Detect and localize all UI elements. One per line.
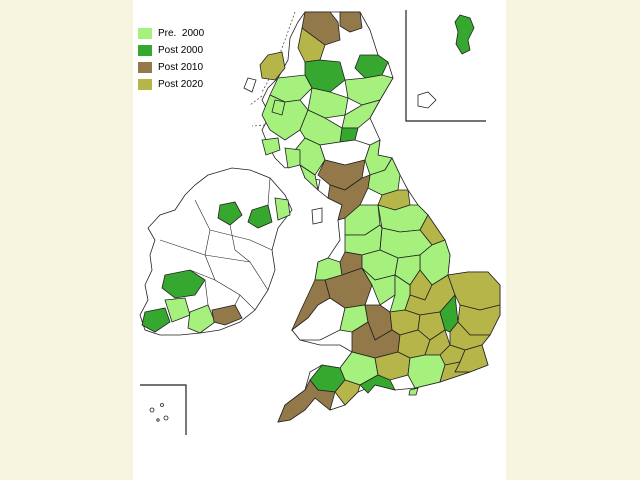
region-dumfries bbox=[299, 163, 319, 192]
county-boundaries bbox=[159, 177, 383, 311]
legend-swatch bbox=[138, 28, 152, 39]
map-legend: Pre. 2000 Post 2000 Post 2010 Post 2020 bbox=[138, 26, 230, 94]
region-clare bbox=[141, 307, 171, 333]
region-orkney-north bbox=[339, 11, 363, 33]
legend-swatch bbox=[138, 45, 152, 56]
region-arran-kintyre bbox=[284, 147, 301, 169]
region-isle-of-man bbox=[311, 207, 323, 225]
legend-label: Post 2020 bbox=[158, 79, 204, 90]
region-cork bbox=[187, 304, 216, 334]
region-devon-south bbox=[334, 379, 361, 406]
region-lewis bbox=[259, 51, 286, 81]
region-orkney-inset bbox=[417, 91, 437, 109]
legend-item-post2010: Post 2010 bbox=[138, 60, 230, 75]
legend-item-post2000: Post 2000 bbox=[138, 43, 230, 58]
legend-label: Post 2000 bbox=[158, 45, 204, 56]
shetland-inset bbox=[405, 10, 486, 122]
legend-swatch bbox=[138, 79, 152, 90]
region-yorkshire-north bbox=[377, 204, 429, 233]
region-tyrone bbox=[247, 204, 273, 229]
region-waterford bbox=[211, 304, 243, 326]
legend-swatch bbox=[138, 62, 152, 73]
region-aberdeen bbox=[344, 74, 394, 106]
region-uist bbox=[243, 77, 257, 93]
legend-label: Pre. 2000 bbox=[158, 28, 205, 39]
region-antrim bbox=[274, 197, 291, 221]
region-mull-islay bbox=[261, 137, 281, 156]
region-hampshire bbox=[407, 354, 446, 389]
region-cornwall bbox=[277, 379, 336, 423]
region-sussex bbox=[439, 361, 471, 383]
legend-label: Post 2010 bbox=[158, 62, 204, 73]
region-donegal-east bbox=[217, 201, 243, 226]
legend-item-post2020: Post 2020 bbox=[138, 77, 230, 92]
scilly-inset bbox=[140, 384, 187, 435]
region-isle-of-wight bbox=[408, 387, 419, 396]
scilly-islands bbox=[149, 403, 169, 422]
region-skye bbox=[271, 99, 286, 116]
region-dorset bbox=[359, 374, 396, 394]
region-northumberland bbox=[367, 157, 401, 196]
legend-item-pre2000: Pre. 2000 bbox=[138, 26, 230, 41]
region-shetland bbox=[454, 14, 475, 55]
